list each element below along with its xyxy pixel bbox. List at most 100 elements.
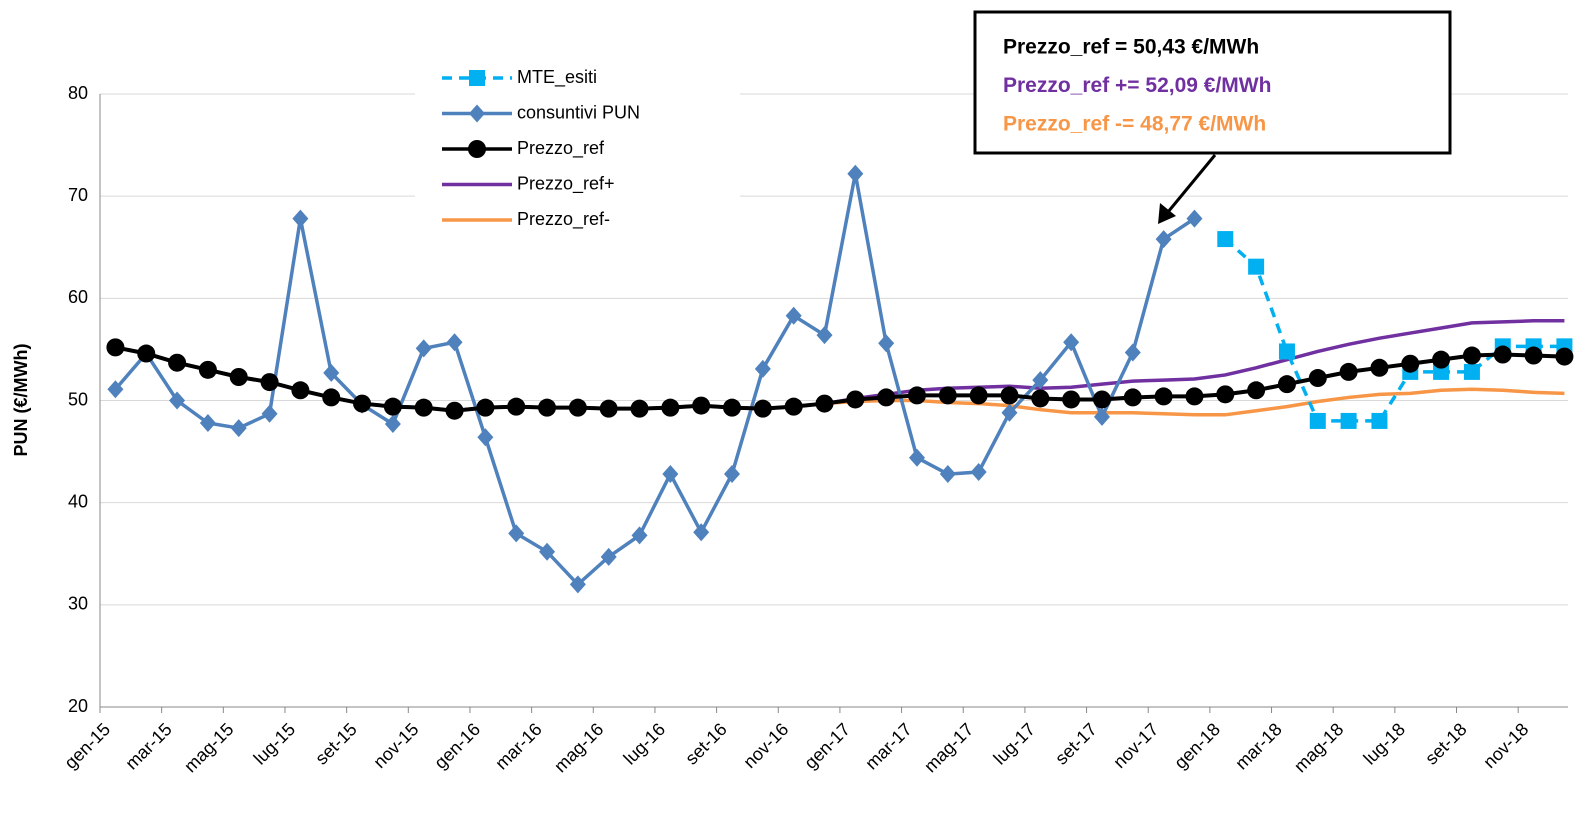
marker [137,344,156,363]
series-line [114,173,1196,587]
marker [169,391,186,410]
marker [106,338,125,357]
x-tick-label: lug-16 [620,719,670,769]
x-tick-label: mag-18 [1290,719,1347,776]
marker [693,523,710,542]
y-tick-label: 40 [68,491,88,511]
marker [969,386,988,405]
marker [1371,412,1388,429]
legend-label: MTE_esiti [517,67,597,88]
marker [1493,345,1512,364]
y-tick-label: 80 [68,83,88,103]
marker [229,368,248,387]
annotation-arrowhead [1158,203,1176,224]
annotation-text: Prezzo_ref -= 48,77 €/MWh [1003,113,1266,136]
marker [539,542,556,561]
x-tick-label: gen-18 [1170,719,1224,773]
y-axis-label: PUN (€/MWh) [11,344,31,457]
series [106,338,1574,420]
marker [414,398,433,417]
marker [938,386,957,405]
legend-label: Prezzo_ref+ [517,173,615,194]
legend-marker [469,70,485,86]
marker [230,419,247,438]
x-tick-label: set-18 [1421,719,1471,769]
marker [199,413,216,432]
marker [1123,388,1142,407]
marker [477,428,494,447]
marker [446,333,463,352]
marker [1031,389,1050,408]
marker [198,360,217,379]
marker [507,397,526,416]
marker [907,386,926,405]
marker [784,397,803,416]
x-tick-label: set-17 [1051,719,1101,769]
x-tick-label: gen-16 [430,719,484,773]
x-tick-label: nov-17 [1109,719,1162,772]
annotation-box [973,10,1452,155]
annotation-text: Prezzo_ref += 52,09 €/MWh [1003,74,1271,97]
marker [1124,343,1141,362]
marker [692,396,711,415]
x-tick-label: nov-16 [739,719,792,772]
marker [1092,390,1111,409]
legend-label: consuntivi PUN [517,102,640,122]
marker [878,334,895,353]
x-tick-label: mag-17 [920,719,977,776]
legend-marker [469,104,485,123]
marker [970,463,987,482]
marker [168,353,187,372]
marker [1062,390,1081,409]
y-tick-label: 20 [68,696,88,716]
marker [291,381,310,400]
marker [877,388,896,407]
y-tick-label: 50 [68,389,88,409]
marker [107,380,124,399]
marker [1340,412,1357,429]
marker [1339,362,1358,381]
marker [1247,381,1266,400]
marker [353,394,372,413]
marker [599,399,618,418]
x-tick-label: nov-15 [369,719,422,772]
series [1217,231,1573,429]
marker [1155,230,1172,249]
marker [600,547,617,566]
marker [322,388,341,407]
marker [1063,333,1080,352]
marker [1433,363,1450,380]
marker [1154,387,1173,406]
marker [1216,385,1235,404]
marker [1248,258,1265,275]
marker [260,373,279,392]
marker [1032,371,1049,390]
marker [1309,412,1326,429]
marker [754,359,771,378]
marker [383,397,402,416]
marker [816,326,833,345]
marker [569,575,586,594]
x-tick-label: set-16 [681,719,731,769]
marker [292,209,309,228]
marker [538,398,557,417]
marker [1401,354,1420,373]
x-tick-label: set-15 [311,719,361,769]
marker [1001,403,1018,422]
x-tick-label: nov-18 [1479,719,1532,772]
x-tick-label: gen-17 [800,719,854,773]
marker [815,394,834,413]
y-tick-label: 60 [68,287,88,307]
marker [323,363,340,382]
marker [1217,231,1234,248]
annotation-text: Prezzo_ref = 50,43 €/MWh [1003,36,1259,59]
x-tick-label: mag-15 [180,719,237,776]
x-tick-label: mar-17 [861,719,915,773]
marker [661,398,680,417]
x-tick-label: mag-16 [550,719,607,776]
y-tick-label: 30 [68,594,88,614]
marker [847,164,864,183]
marker [1277,375,1296,394]
marker [1370,358,1389,377]
